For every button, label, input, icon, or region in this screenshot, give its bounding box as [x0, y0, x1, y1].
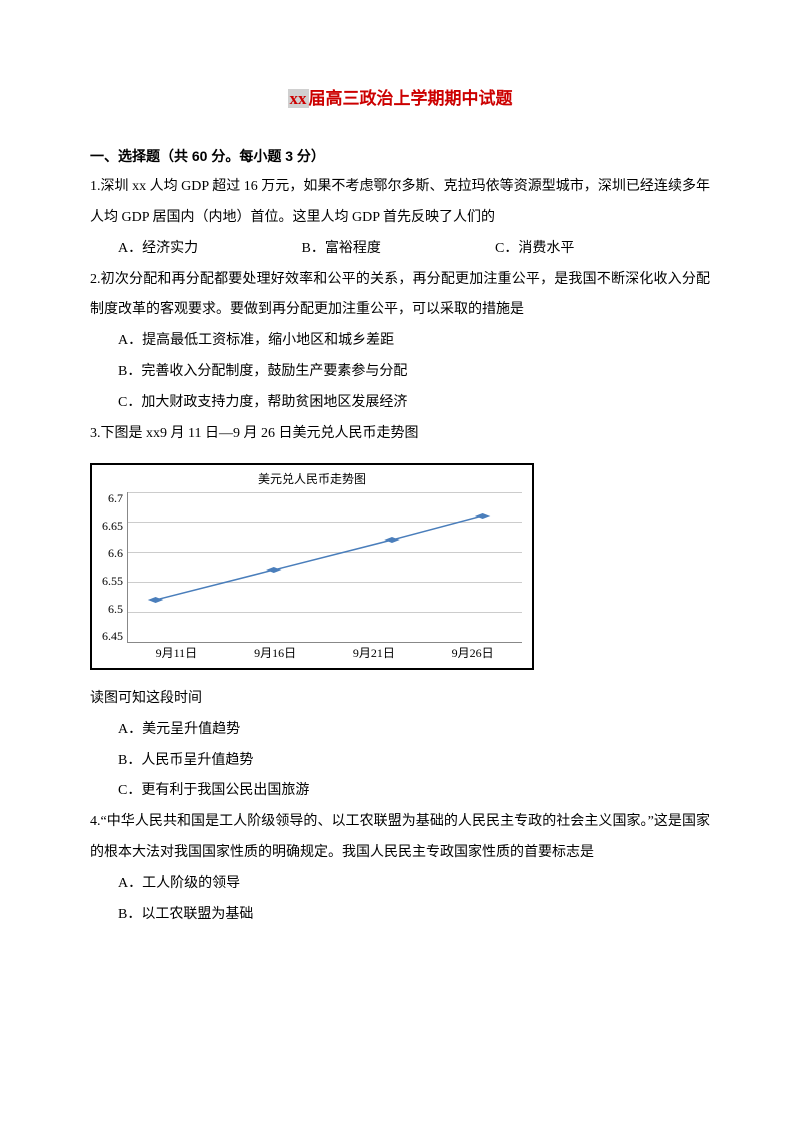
- page-title: xx届高三政治上学期期中试题: [90, 80, 710, 117]
- y-tick: 6.55: [102, 575, 123, 587]
- q1-options: A．经济实力 B．富裕程度 C．消费水平: [90, 234, 710, 265]
- q2-option-c: C．加大财政支持力度，帮助贫困地区发展经济: [90, 388, 710, 419]
- y-tick: 6.5: [102, 603, 123, 615]
- y-tick: 6.45: [102, 630, 123, 642]
- chart-plot: [127, 492, 522, 643]
- chart-container: 美元兑人民币走势图 6.7 6.65 6.6 6.55 6.5 6.45: [90, 463, 534, 670]
- q3-option-a: A．美元呈升值趋势: [90, 715, 710, 746]
- q3-option-b: B．人民币呈升值趋势: [90, 746, 710, 777]
- q1-option-c: C．消费水平: [495, 234, 574, 265]
- chart-svg: [128, 492, 522, 642]
- chart-title: 美元兑人民币走势图: [102, 471, 522, 488]
- section-heading: 一、选择题（共 60 分。每小题 3 分）: [90, 141, 710, 172]
- q2-option-a: A．提高最低工资标准，缩小地区和城乡差距: [90, 326, 710, 357]
- x-tick: 9月26日: [423, 645, 522, 662]
- q2-text: 2.初次分配和再分配都要处理好效率和公平的关系，再分配更加注重公平，是我国不断深…: [90, 265, 710, 327]
- q3-after: 读图可知这段时间: [90, 684, 710, 715]
- y-tick: 6.7: [102, 492, 123, 504]
- q3-text: 3.下图是 xx9 月 11 日—9 月 26 日美元兑人民币走势图: [90, 419, 710, 450]
- y-tick: 6.6: [102, 547, 123, 559]
- title-rest: 届高三政治上学期期中试题: [309, 89, 513, 108]
- chart-x-axis: 9月11日 9月16日 9月21日 9月26日: [127, 643, 522, 662]
- q3-option-c: C．更有利于我国公民出国旅游: [90, 776, 710, 807]
- q1-text: 1.深圳 xx 人均 GDP 超过 16 万元，如果不考虑鄂尔多斯、克拉玛依等资…: [90, 172, 710, 234]
- y-tick: 6.65: [102, 520, 123, 532]
- q4-text: 4.“中华人民共和国是工人阶级领导的、以工农联盟为基础的人民民主专政的社会主义国…: [90, 807, 710, 869]
- x-tick: 9月11日: [127, 645, 226, 662]
- x-tick: 9月21日: [325, 645, 424, 662]
- x-tick: 9月16日: [226, 645, 325, 662]
- q4-option-a: A．工人阶级的领导: [90, 869, 710, 900]
- chart-y-axis: 6.7 6.65 6.6 6.55 6.5 6.45: [102, 492, 127, 642]
- q4-option-b: B．以工农联盟为基础: [90, 900, 710, 931]
- q1-option-b: B．富裕程度: [302, 234, 492, 265]
- q2-option-b: B．完善收入分配制度，鼓励生产要素参与分配: [90, 357, 710, 388]
- title-prefix: xx: [288, 89, 309, 108]
- q1-option-a: A．经济实力: [118, 234, 298, 265]
